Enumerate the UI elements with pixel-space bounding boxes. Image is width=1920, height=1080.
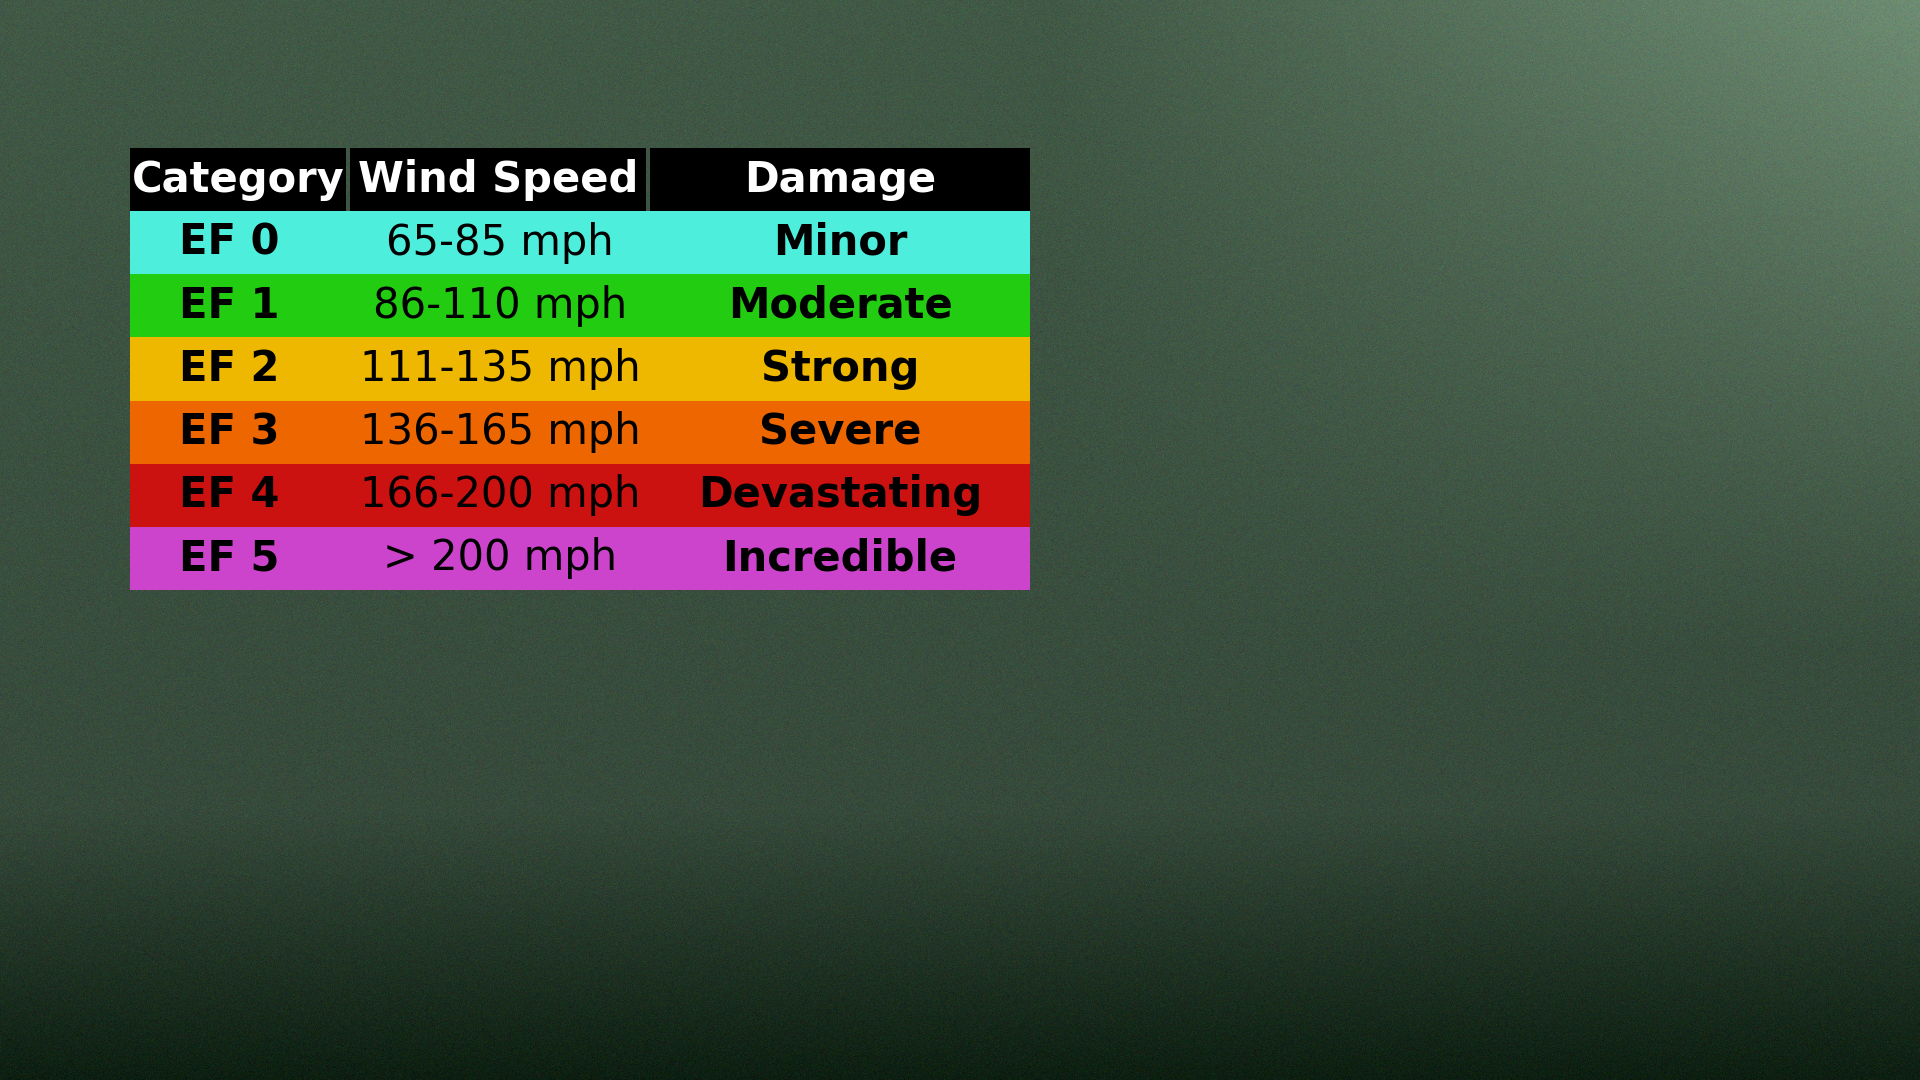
Text: 86-110 mph: 86-110 mph xyxy=(372,285,628,327)
Bar xyxy=(131,212,1029,274)
Bar xyxy=(131,463,1029,527)
Text: 111-135 mph: 111-135 mph xyxy=(359,348,639,390)
Text: Minor: Minor xyxy=(774,221,906,264)
Text: > 200 mph: > 200 mph xyxy=(382,538,616,580)
Text: 166-200 mph: 166-200 mph xyxy=(359,474,639,516)
Text: Moderate: Moderate xyxy=(728,285,952,327)
Text: EF 1: EF 1 xyxy=(179,285,278,327)
Bar xyxy=(651,148,1029,212)
Text: EF 3: EF 3 xyxy=(179,411,278,454)
Text: Category: Category xyxy=(132,159,344,201)
Text: Incredible: Incredible xyxy=(722,538,958,580)
Text: EF 0: EF 0 xyxy=(179,221,278,264)
Text: 136-165 mph: 136-165 mph xyxy=(359,411,639,454)
Text: Severe: Severe xyxy=(758,411,922,454)
Text: Strong: Strong xyxy=(760,348,920,390)
Bar xyxy=(131,527,1029,590)
Bar xyxy=(131,274,1029,337)
Bar xyxy=(131,337,1029,401)
Text: Wind Speed: Wind Speed xyxy=(357,159,637,201)
Text: EF 2: EF 2 xyxy=(179,348,278,390)
Bar xyxy=(131,401,1029,463)
Bar xyxy=(131,148,346,212)
Text: Devastating: Devastating xyxy=(697,474,983,516)
Bar xyxy=(349,148,645,212)
Text: 65-85 mph: 65-85 mph xyxy=(386,221,614,264)
Text: EF 5: EF 5 xyxy=(179,538,278,580)
Text: Damage: Damage xyxy=(743,159,937,201)
Text: EF 4: EF 4 xyxy=(179,474,278,516)
